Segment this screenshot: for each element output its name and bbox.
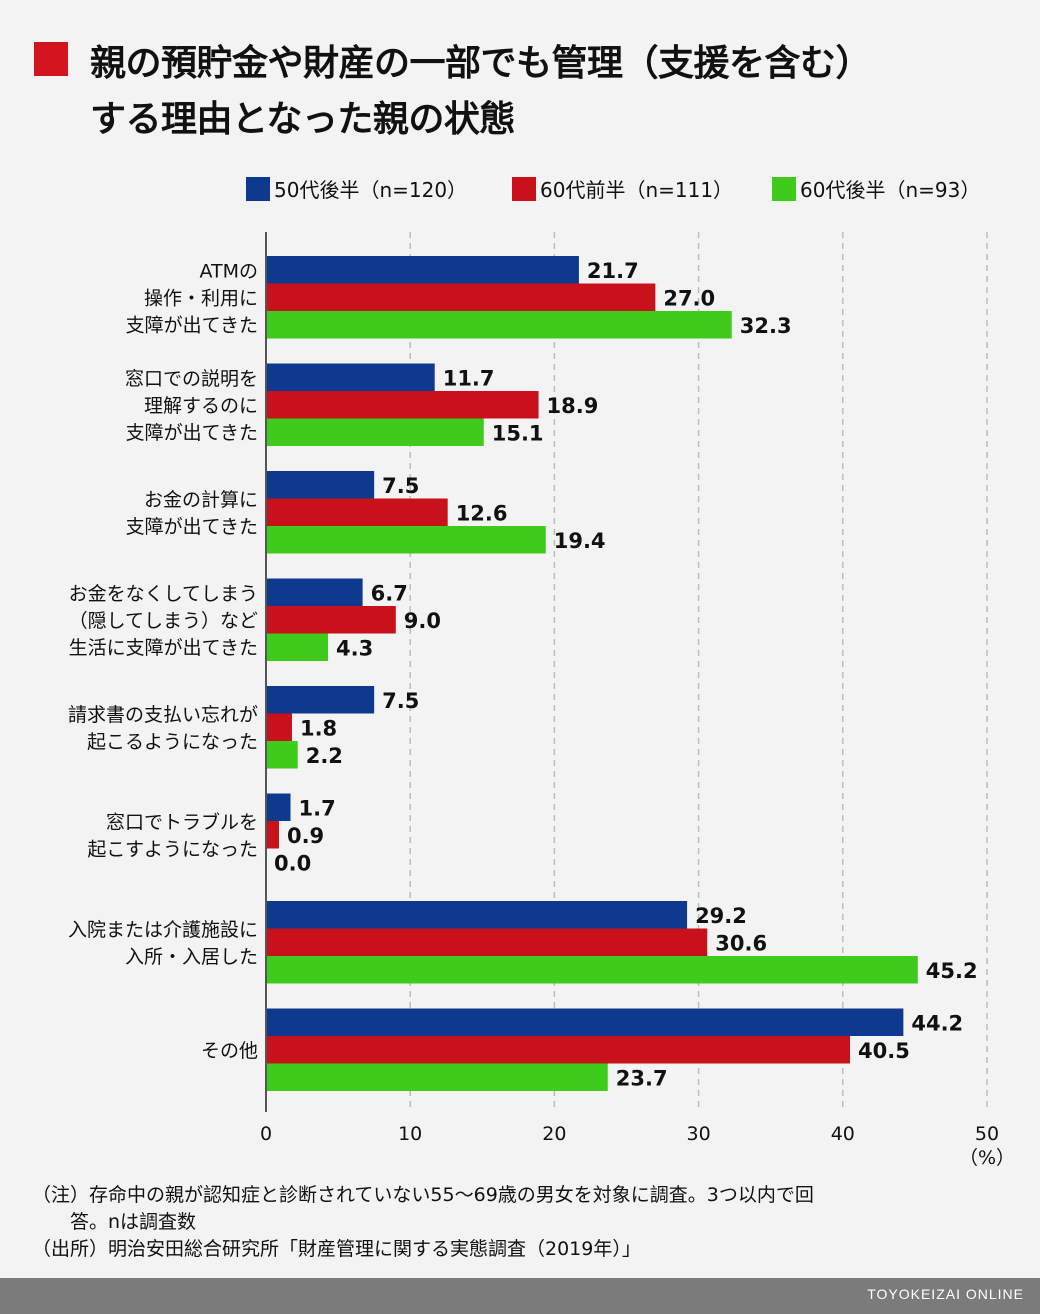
footer-bar: TOYOKEIZAI ONLINE: [0, 1278, 1040, 1314]
value-label: 15.1: [492, 421, 544, 445]
value-label: 0.9: [287, 824, 324, 848]
bar: [266, 363, 435, 391]
value-label: 7.5: [382, 474, 419, 498]
category-label: 支障が出てきた: [126, 516, 258, 538]
note-line-2: 答。nは調査数: [32, 1211, 197, 1233]
note-line-1: （注）存命中の親が認知症と診断されていない55～69歳の男女を対象に調査。3つ以…: [32, 1184, 814, 1206]
value-label: 1.7: [299, 796, 336, 820]
bar: [266, 1036, 851, 1064]
legend-item-1: 50代後半（n=120）: [246, 174, 467, 203]
value-label: 23.7: [616, 1066, 668, 1090]
bar: [266, 526, 546, 554]
bar: [266, 311, 732, 339]
legend-swatch-3: [772, 176, 796, 201]
bar: [266, 793, 291, 821]
category-label: 請求書の支払い忘れが: [68, 704, 258, 726]
bar: [266, 1008, 904, 1036]
value-label: 40.5: [858, 1039, 910, 1063]
value-label: 4.3: [336, 636, 373, 660]
bar: [266, 578, 363, 606]
x-tick-label: 40: [831, 1123, 855, 1145]
legend-label-2: 60代前半（n=111）: [540, 178, 734, 202]
x-tick-label: 30: [687, 1123, 711, 1145]
title-line-2: する理由となった親の状態: [90, 99, 515, 140]
title-marker: [34, 42, 68, 76]
legend: 50代後半（n=120） 60代前半（n=111） 60代後半（n=93）: [246, 174, 1016, 208]
bar: [266, 1063, 608, 1091]
value-label: 30.6: [715, 931, 767, 955]
bar: [266, 928, 708, 956]
category-label: その他: [201, 1040, 258, 1062]
category-label: 生活に支障が出てきた: [69, 637, 258, 659]
legend-label-3: 60代後半（n=93）: [800, 178, 981, 202]
value-label: 45.2: [926, 959, 978, 983]
bar: [266, 283, 656, 311]
bar: [266, 713, 292, 741]
category-label: お金をなくしてしまう: [69, 583, 258, 605]
bar: [266, 606, 396, 634]
x-tick-label: 50: [975, 1123, 999, 1145]
footer-brand: TOYOKEIZAI ONLINE: [867, 1286, 1024, 1302]
bar: [266, 633, 329, 661]
category-label: 窓口でトラブルを: [106, 810, 258, 833]
category-label: 入所・入居した: [125, 946, 258, 968]
x-tick-label: 10: [398, 1123, 422, 1145]
value-label: 21.7: [587, 259, 639, 283]
bar: [266, 686, 375, 714]
category-label: 窓口での説明を: [125, 368, 258, 390]
value-label: 7.5: [382, 689, 419, 713]
category-label: 操作・利用に: [144, 287, 258, 309]
value-label: 32.3: [740, 314, 792, 338]
title-line-1: 親の預貯金や財産の一部でも管理（支援を含む）: [90, 43, 872, 84]
x-unit-label: （%）: [959, 1147, 1015, 1169]
category-label: 理解するのに: [144, 395, 258, 417]
legend-label-1: 50代後半（n=120）: [274, 178, 468, 202]
value-label: 44.2: [911, 1011, 963, 1035]
x-tick-label: 20: [542, 1123, 566, 1145]
value-label: 1.8: [300, 716, 337, 740]
category-label: 入院または介護施設に: [68, 919, 258, 941]
legend-swatch-2: [512, 176, 536, 201]
bar: [266, 901, 688, 929]
bar-chart: 0 10 20 30 40 50（%） 21.7 27.0 32.3 ATMの操作・利用に支障が出…: [68, 232, 1015, 1169]
value-label: 11.7: [443, 366, 495, 390]
value-label: 0.0: [274, 851, 311, 875]
value-label: 12.6: [456, 501, 508, 525]
bar: [266, 498, 448, 526]
legend-item-2: 60代前半（n=111）: [512, 174, 733, 203]
bar: [266, 741, 298, 769]
value-label: 9.0: [404, 609, 441, 633]
value-label: 27.0: [663, 286, 715, 310]
x-tick-label: 0: [260, 1123, 272, 1145]
bar: [266, 418, 484, 446]
category-label: 支障が出てきた: [126, 314, 258, 336]
bar: [266, 471, 375, 499]
value-label: 29.2: [695, 904, 747, 928]
category-label: 起こすようになった: [87, 838, 258, 860]
category-label: 起こるようになった: [87, 731, 258, 753]
legend-swatch-1: [246, 176, 270, 201]
value-label: 18.9: [547, 394, 599, 418]
value-label: 6.7: [371, 581, 408, 605]
bar: [266, 256, 579, 284]
bar: [266, 821, 279, 849]
value-label: 2.2: [306, 744, 343, 768]
category-label: 支障が出てきた: [126, 422, 258, 444]
bar: [266, 391, 539, 419]
value-label: 19.4: [554, 529, 606, 553]
source-line: （出所）明治安田総合研究所「財産管理に関する実態調査（2019年）」: [32, 1238, 641, 1260]
notes: （注）存命中の親が認知症と診断されていない55～69歳の男女を対象に調査。3つ以…: [32, 1182, 814, 1263]
bar: [266, 956, 918, 984]
category-label: お金の計算に: [144, 489, 258, 511]
category-label: （隠してしまう）など: [69, 610, 258, 632]
category-label: ATMの: [199, 260, 258, 282]
legend-item-3: 60代後半（n=93）: [772, 174, 980, 203]
